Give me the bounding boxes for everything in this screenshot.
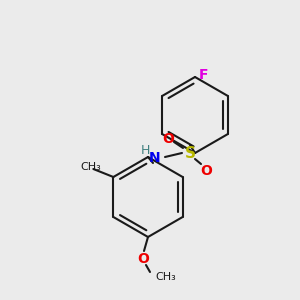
Text: O: O [137, 252, 149, 266]
Text: N: N [149, 151, 161, 165]
Text: CH₃: CH₃ [80, 162, 101, 172]
Text: H: H [140, 143, 150, 157]
Text: F: F [199, 68, 208, 82]
Text: O: O [162, 132, 174, 146]
Text: CH₃: CH₃ [155, 272, 176, 282]
Text: S: S [184, 146, 196, 160]
Text: O: O [200, 164, 212, 178]
